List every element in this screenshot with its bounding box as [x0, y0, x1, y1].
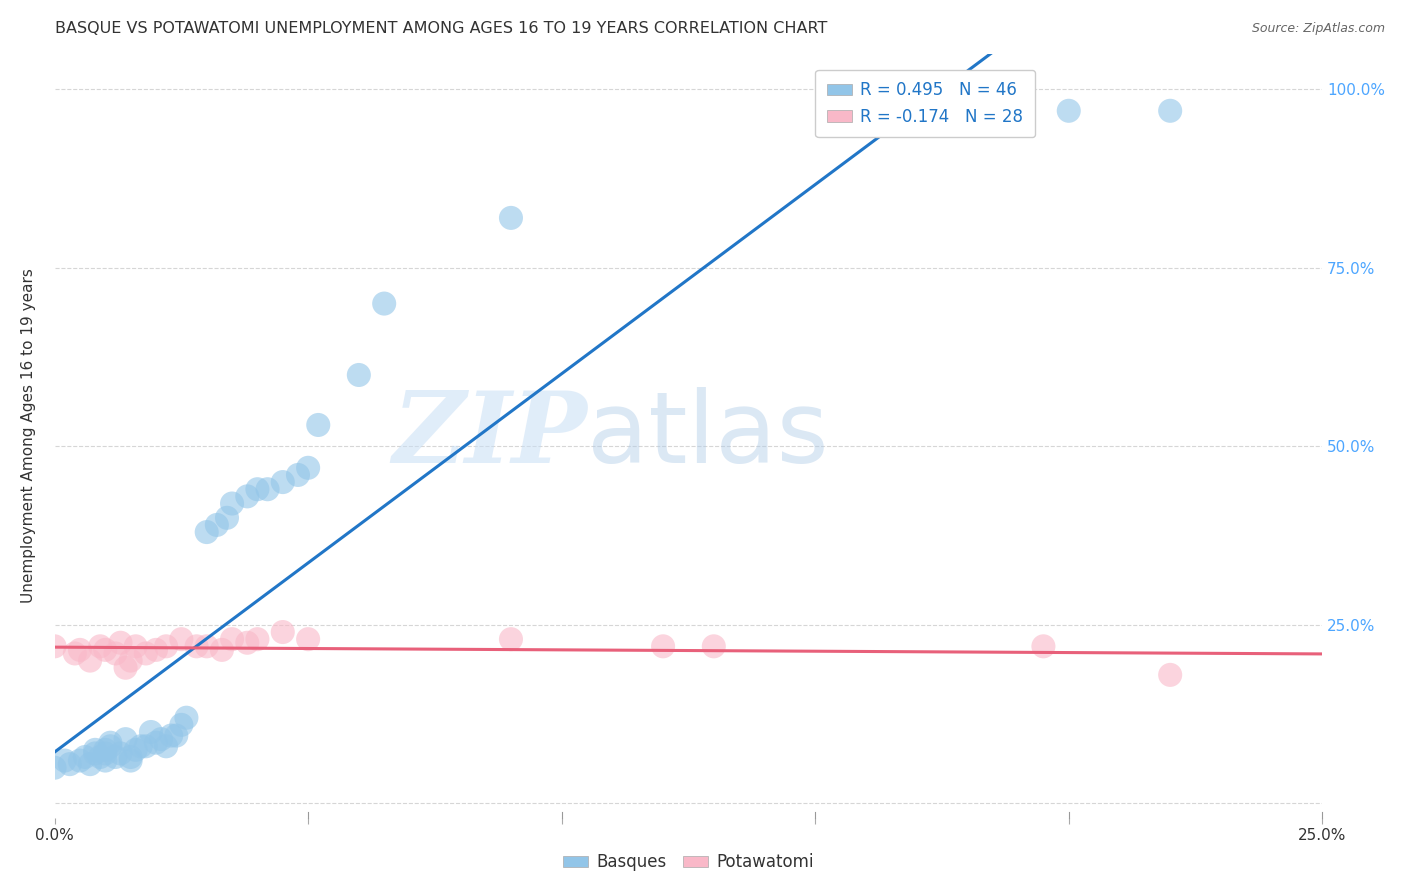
Point — [246, 482, 269, 496]
Point — [373, 296, 395, 310]
Point — [104, 750, 127, 764]
Point — [98, 739, 121, 754]
Point — [139, 725, 162, 739]
Point — [176, 711, 198, 725]
Text: ZIP: ZIP — [392, 387, 588, 484]
Point — [205, 517, 228, 532]
Point — [69, 643, 91, 657]
Point — [73, 750, 96, 764]
Text: BASQUE VS POTAWATOMI UNEMPLOYMENT AMONG AGES 16 TO 19 YEARS CORRELATION CHART: BASQUE VS POTAWATOMI UNEMPLOYMENT AMONG … — [55, 21, 827, 36]
Text: Source: ZipAtlas.com: Source: ZipAtlas.com — [1251, 22, 1385, 36]
Point — [155, 739, 177, 754]
Point — [129, 739, 152, 754]
Point — [236, 636, 259, 650]
Point — [170, 718, 193, 732]
Point — [271, 475, 294, 489]
Point — [221, 496, 243, 510]
Point — [94, 747, 117, 761]
Point — [120, 654, 142, 668]
Point — [120, 754, 142, 768]
Point — [195, 640, 218, 654]
Point — [44, 761, 66, 775]
Point — [110, 636, 132, 650]
Point — [94, 754, 117, 768]
Point — [125, 640, 148, 654]
Point — [79, 654, 101, 668]
Y-axis label: Unemployment Among Ages 16 to 19 years: Unemployment Among Ages 16 to 19 years — [21, 268, 35, 603]
Legend: Basques, Potawatomi: Basques, Potawatomi — [557, 847, 821, 878]
Point — [307, 417, 329, 432]
Point — [236, 489, 259, 503]
Point — [135, 739, 157, 754]
Point — [44, 640, 66, 654]
Point — [347, 368, 370, 382]
Point — [170, 632, 193, 647]
Point — [53, 754, 76, 768]
Point — [652, 640, 675, 654]
Point — [195, 524, 218, 539]
Point — [145, 736, 167, 750]
Point — [256, 482, 278, 496]
Point — [221, 632, 243, 647]
Point — [499, 211, 522, 225]
Point — [287, 467, 309, 482]
Point — [89, 750, 111, 764]
Text: atlas: atlas — [588, 387, 828, 484]
Point — [145, 643, 167, 657]
Point — [155, 640, 177, 654]
Point — [297, 460, 319, 475]
Point — [125, 743, 148, 757]
Point — [110, 747, 132, 761]
Point — [271, 625, 294, 640]
Point — [215, 510, 238, 524]
Point — [89, 640, 111, 654]
Point — [59, 757, 82, 772]
Point — [165, 729, 187, 743]
Point — [114, 661, 136, 675]
Point — [94, 643, 117, 657]
Point — [297, 632, 319, 647]
Point — [63, 647, 86, 661]
Point — [84, 747, 107, 761]
Point — [84, 743, 107, 757]
Point — [499, 632, 522, 647]
Point — [114, 732, 136, 747]
Point — [135, 647, 157, 661]
Point — [1032, 640, 1054, 654]
Point — [211, 643, 233, 657]
Point — [98, 736, 121, 750]
Point — [69, 754, 91, 768]
Point — [246, 632, 269, 647]
Point — [150, 732, 173, 747]
Point — [186, 640, 208, 654]
Point — [1057, 103, 1080, 118]
Point — [120, 750, 142, 764]
Point — [160, 729, 183, 743]
Point — [703, 640, 725, 654]
Point — [1159, 668, 1181, 682]
Point — [94, 743, 117, 757]
Point — [104, 647, 127, 661]
Point — [1159, 103, 1181, 118]
Point — [79, 757, 101, 772]
